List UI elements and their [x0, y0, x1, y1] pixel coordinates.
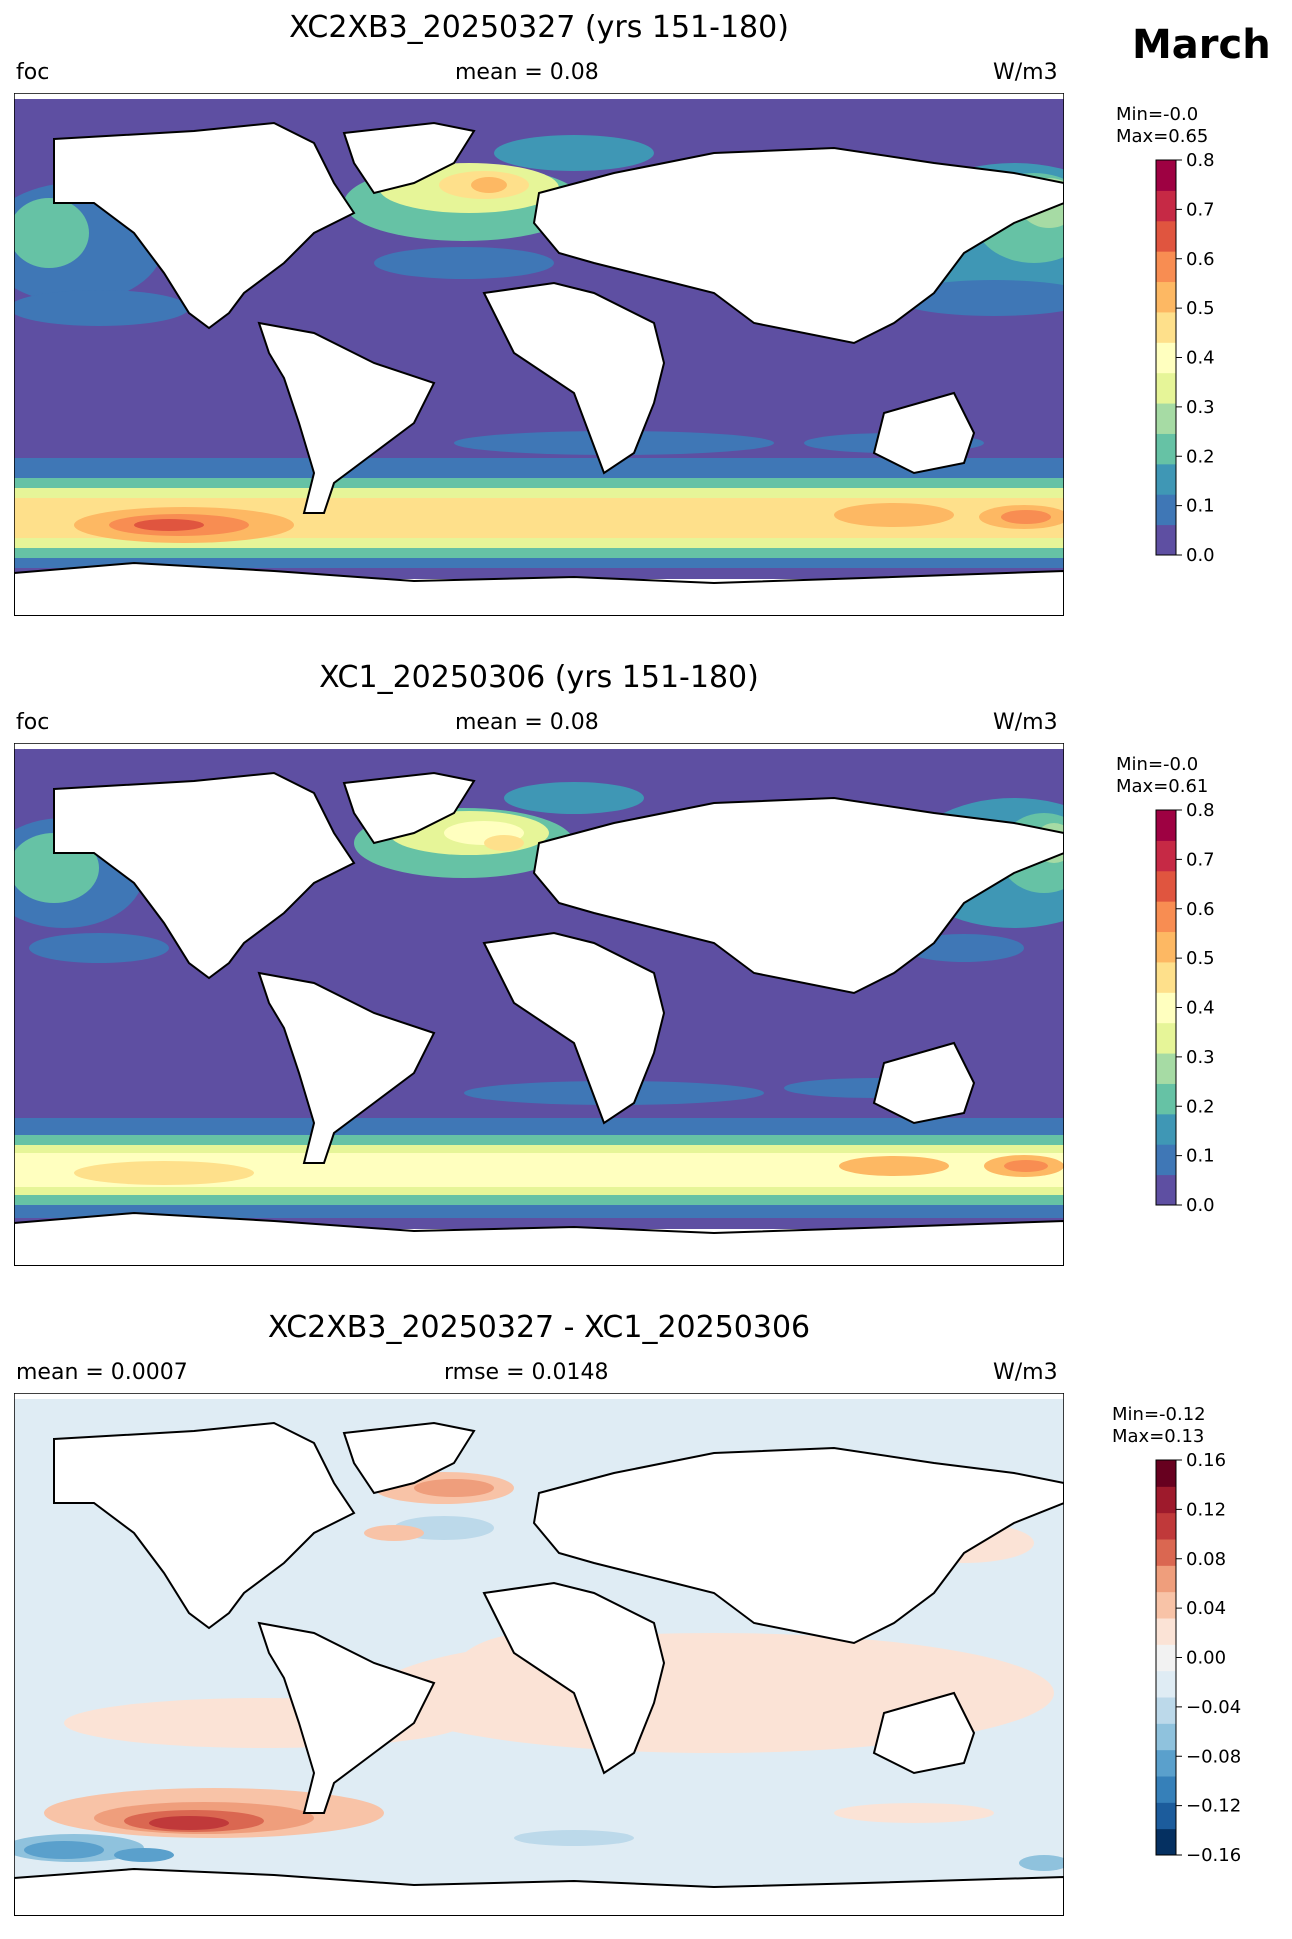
colorbar-tick-label: −0.12 — [1186, 1796, 1241, 1817]
colorbar-segment — [1156, 403, 1176, 434]
colorbar-segment — [1156, 1539, 1176, 1566]
panel-1-max: Max=0.65 — [1116, 126, 1209, 147]
continents — [14, 121, 1064, 616]
colorbar-tick-label: 0.3 — [1186, 397, 1215, 418]
colorbar-segment — [1156, 1460, 1176, 1487]
panel-1-title: XC2XB3_20250327 (yrs 151-180) — [289, 10, 789, 45]
colorbar-segment — [1156, 840, 1176, 872]
colorbar-tick-label: 0.12 — [1186, 1499, 1226, 1520]
colorbar-segment — [1156, 1486, 1176, 1514]
colorbar-tick-label: 0.1 — [1186, 496, 1215, 517]
panel-2-mean: mean = 0.08 — [455, 710, 599, 735]
colorbar-segment — [1156, 1022, 1176, 1054]
colorbar-segment — [1156, 1697, 1176, 1724]
panel-1-map — [14, 93, 1064, 616]
colorbar-tick-label: 0.04 — [1186, 1598, 1226, 1619]
colorbar-tick-label: 0.7 — [1186, 849, 1215, 870]
colorbar-segment — [1156, 870, 1176, 902]
colorbar-segment — [1156, 433, 1176, 465]
panel-1-variable: foc — [16, 60, 50, 85]
colorbar-segment — [1156, 992, 1176, 1024]
colorbar-tick-label: 0.16 — [1186, 1450, 1226, 1471]
panel-2-title: XC1_20250306 (yrs 151-180) — [319, 660, 759, 695]
panel-1-colorbar: 0.0 0.1 0.2 0.3 0.4 0.5 0.6 0.7 0.8 — [1155, 150, 1215, 566]
panel-2-variable: foc — [16, 710, 50, 735]
panel-3-colorbar: −0.16 −0.12 −0.08 −0.04 0.00 0.04 0.08 0.12 0.16 — [1155, 1450, 1241, 1866]
colorbar-segment — [1156, 1670, 1176, 1698]
colorbar-segment — [1156, 1144, 1176, 1176]
colorbar-tick-label: 0.6 — [1186, 249, 1215, 270]
colorbar-segment — [1156, 463, 1176, 495]
colorbar-tick-label: 0.3 — [1186, 1047, 1215, 1068]
colorbar-tick-label: 0.7 — [1186, 199, 1215, 220]
panel-1-mean: mean = 0.08 — [455, 60, 599, 85]
colorbar-segment — [1156, 1053, 1176, 1084]
panel-1-min: Min=-0.0 — [1116, 104, 1199, 125]
colorbar-tick-label: 0.8 — [1186, 150, 1215, 171]
colorbar-segment — [1156, 901, 1176, 933]
colorbar-segment — [1156, 251, 1176, 283]
colorbar-segment — [1156, 281, 1176, 313]
colorbar-tick-label: 0.2 — [1186, 446, 1215, 467]
colorbar-tick-label: 0.1 — [1186, 1146, 1215, 1167]
colorbar-segment — [1156, 1644, 1176, 1672]
colorbar-tick-label: −0.04 — [1186, 1697, 1241, 1718]
colorbar-segment — [1156, 494, 1176, 526]
colorbar-tick-label: 0.00 — [1186, 1648, 1226, 1669]
colorbar-segment — [1156, 1802, 1176, 1830]
colorbar-segment — [1156, 961, 1176, 993]
colorbar-segment — [1156, 342, 1176, 374]
panel-3-max: Max=0.13 — [1112, 1426, 1205, 1447]
colorbar-segment — [1156, 160, 1176, 191]
colorbar-tick-label: 0.8 — [1186, 800, 1215, 821]
colorbar-tick-label: 0.0 — [1186, 1195, 1215, 1216]
colorbar-segment — [1156, 311, 1176, 343]
colorbar-segment — [1156, 1618, 1176, 1645]
panel-3-title: XC2XB3_20250327 - XC1_20250306 — [267, 1310, 811, 1345]
panel-3-mean: mean = 0.0007 — [16, 1360, 188, 1385]
continents — [14, 771, 1064, 1266]
panel-2-colorbar: 0.0 0.1 0.2 0.3 0.4 0.5 0.6 0.7 0.8 — [1155, 800, 1215, 1216]
panel-2-units: W/m3 — [993, 710, 1058, 735]
colorbar-segment — [1156, 1723, 1176, 1751]
colorbar-tick-label: −0.16 — [1186, 1845, 1241, 1866]
colorbar-segment — [1156, 220, 1176, 252]
continents — [14, 1421, 1064, 1916]
colorbar-tick-label: 0.4 — [1186, 998, 1215, 1019]
panel-2-max: Max=0.61 — [1116, 776, 1209, 797]
colorbar-tick-label: 0.5 — [1186, 298, 1215, 319]
colorbar-tick-label: 0.08 — [1186, 1549, 1226, 1570]
colorbar-segment — [1156, 810, 1176, 841]
panel-1-units: W/m3 — [993, 60, 1058, 85]
colorbar-segment — [1156, 1083, 1176, 1115]
colorbar-tick-label: 0.4 — [1186, 348, 1215, 369]
panel-3-rmse: rmse = 0.0148 — [444, 1360, 609, 1385]
month-label: March — [1132, 22, 1271, 68]
colorbar-segment — [1156, 1591, 1176, 1619]
colorbar-segment — [1156, 1828, 1176, 1856]
panel-2-min: Min=-0.0 — [1116, 754, 1199, 775]
panel-3-units: W/m3 — [993, 1360, 1058, 1385]
colorbar-segment — [1156, 1565, 1176, 1593]
colorbar-tick-label: 0.2 — [1186, 1096, 1215, 1117]
colorbar-segment — [1156, 931, 1176, 963]
colorbar-tick-label: 0.5 — [1186, 948, 1215, 969]
colorbar-segment — [1156, 1174, 1176, 1206]
panel-3-map — [14, 1393, 1064, 1916]
colorbar-segment — [1156, 524, 1176, 556]
colorbar-tick-label: −0.08 — [1186, 1746, 1241, 1767]
colorbar-segment — [1156, 1776, 1176, 1803]
colorbar-tick-label: 0.0 — [1186, 545, 1215, 566]
colorbar-segment — [1156, 1512, 1176, 1540]
colorbar-tick-label: 0.6 — [1186, 899, 1215, 920]
colorbar-segment — [1156, 372, 1176, 404]
colorbar-segment — [1156, 1113, 1176, 1145]
colorbar-segment — [1156, 190, 1176, 222]
panel-3-min: Min=-0.12 — [1112, 1404, 1206, 1425]
colorbar-segment — [1156, 1749, 1176, 1777]
panel-2-map — [14, 743, 1064, 1266]
